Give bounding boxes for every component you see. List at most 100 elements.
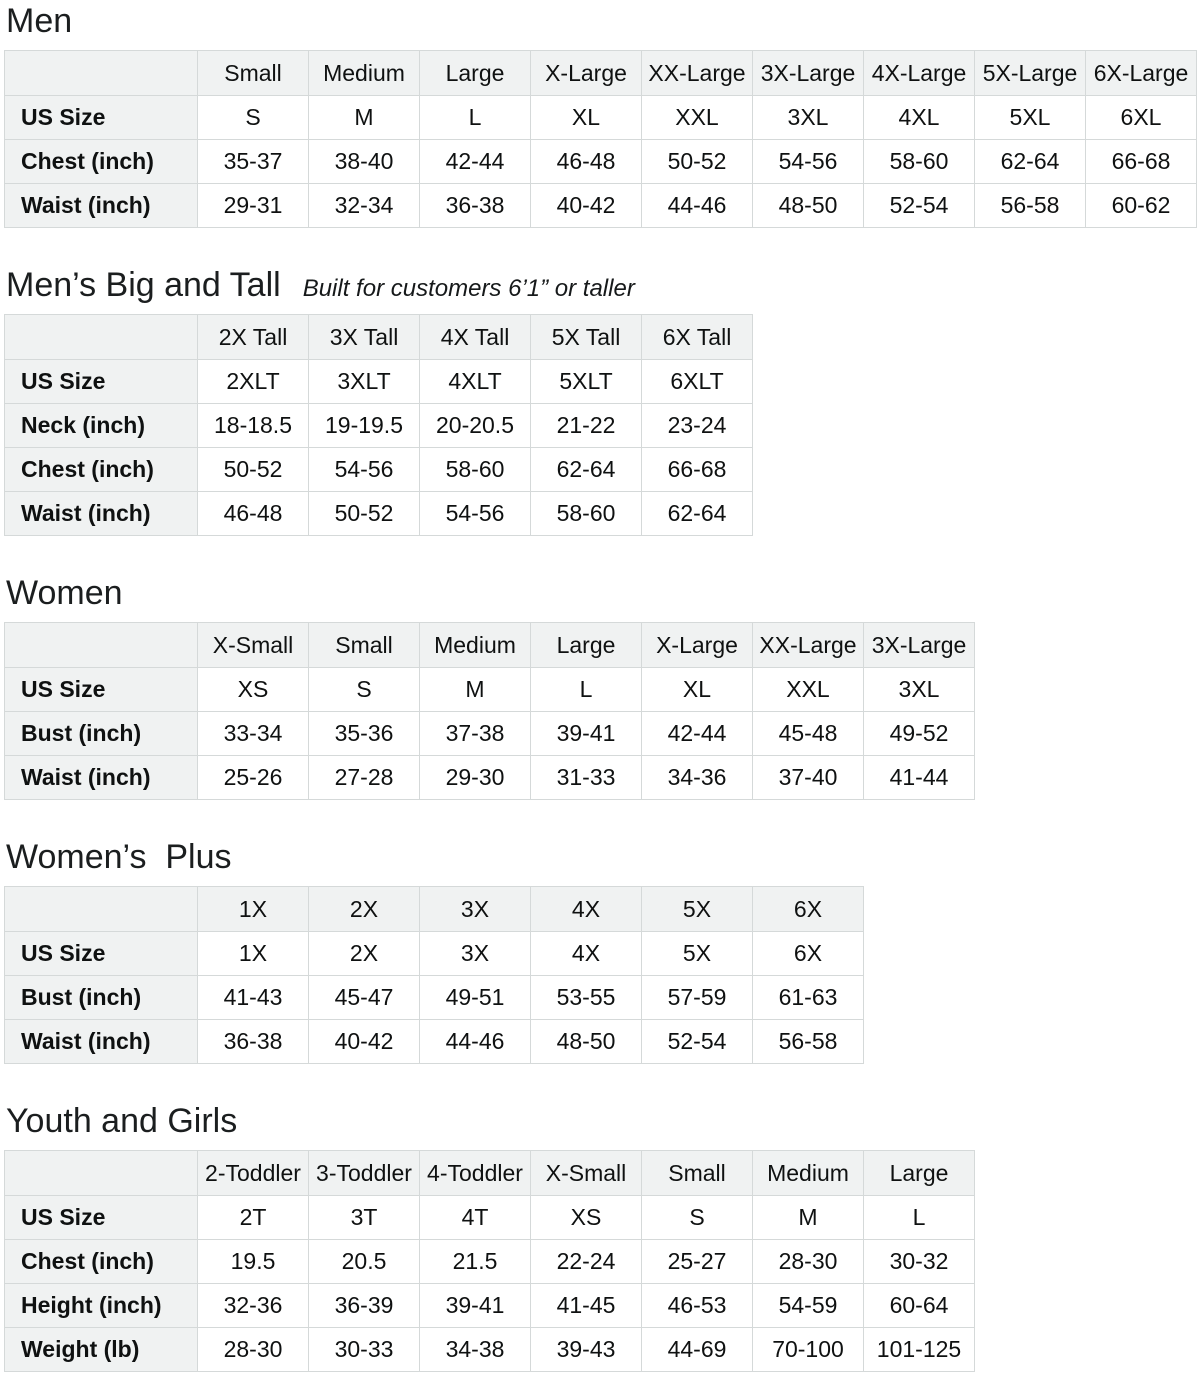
size-value: 44-46 — [419, 1019, 531, 1065]
size-value: 3T — [308, 1195, 420, 1241]
table-row: Waist (inch) 29-31 32-34 36-38 40-42 44-46 48-… — [4, 183, 1197, 229]
size-value: S — [308, 667, 420, 713]
size-value: M — [308, 95, 420, 141]
size-value: 44-69 — [641, 1327, 753, 1373]
size-value: 32-36 — [197, 1283, 309, 1329]
table-row: Height (inch) 32-36 36-39 39-41 41-45 46-53 54… — [4, 1283, 975, 1329]
size-value: 21-22 — [530, 403, 642, 449]
size-value: 36-38 — [419, 183, 531, 229]
table-row: Weight (lb) 28-30 30-33 34-38 39-43 44-69 70-1… — [4, 1327, 975, 1373]
size-value: XXL — [641, 95, 753, 141]
size-value: 48-50 — [530, 1019, 642, 1065]
column-header: Small — [308, 622, 420, 669]
size-value: 41-44 — [863, 755, 975, 801]
row-label: Chest (inch) — [4, 447, 198, 493]
size-value: 3XLT — [308, 359, 420, 405]
column-header: X-Small — [530, 1150, 642, 1197]
size-value: 5X — [641, 931, 753, 977]
size-value: 52-54 — [641, 1019, 753, 1065]
column-header: 3X-Large — [752, 50, 864, 97]
section-heading: Men — [6, 2, 1196, 41]
size-value: 37-40 — [752, 755, 864, 801]
size-value: 3XL — [863, 667, 975, 713]
size-value: 42-44 — [641, 711, 753, 757]
size-value: 20-20.5 — [419, 403, 531, 449]
column-header: 4X-Large — [863, 50, 975, 97]
size-value: 60-64 — [863, 1283, 975, 1329]
size-value: 1X — [197, 931, 309, 977]
size-value: 54-56 — [752, 139, 864, 185]
size-value: 2T — [197, 1195, 309, 1241]
column-header: Large — [530, 622, 642, 669]
size-section: Youth and Girls 2-Toddler 3-Toddler 4-Toddl… — [4, 1102, 1196, 1373]
column-header: X-Small — [197, 622, 309, 669]
table-corner-cell — [4, 50, 198, 97]
size-value: 62-64 — [530, 447, 642, 493]
size-value: 46-48 — [197, 491, 309, 537]
size-value: 2X — [308, 931, 420, 977]
size-value: XL — [641, 667, 753, 713]
column-header: 1X — [197, 886, 309, 933]
size-value: 29-31 — [197, 183, 309, 229]
table-header-row: 1X 2X 3X 4X 5X 6X — [4, 886, 864, 933]
table-corner-cell — [4, 886, 198, 933]
row-label: US Size — [4, 95, 198, 141]
size-value: 56-58 — [752, 1019, 864, 1065]
size-value: 50-52 — [197, 447, 309, 493]
size-value: XL — [530, 95, 642, 141]
row-label: Chest (inch) — [4, 1239, 198, 1285]
size-value: 45-47 — [308, 975, 420, 1021]
column-header: 3X-Large — [863, 622, 975, 669]
size-value: 62-64 — [641, 491, 753, 537]
table-header-row: X-Small Small Medium Large X-Large XX-Large 3X… — [4, 622, 975, 669]
size-value: 56-58 — [974, 183, 1086, 229]
size-value: 27-28 — [308, 755, 420, 801]
column-header: 5X Tall — [530, 314, 642, 361]
row-label: Waist (inch) — [4, 755, 198, 801]
row-label: Weight (lb) — [4, 1327, 198, 1373]
size-value: 42-44 — [419, 139, 531, 185]
table-row: US Size 2T 3T 4T XS S M L — [4, 1195, 975, 1241]
column-header: Medium — [752, 1150, 864, 1197]
size-value: 30-33 — [308, 1327, 420, 1373]
section-heading: Women’s Plus — [6, 838, 1196, 877]
size-value: S — [197, 95, 309, 141]
table-header-row: 2X Tall 3X Tall 4X Tall 5X Tall 6X Tall — [4, 314, 753, 361]
size-section: Men’s Big and Tall Built for customers 6’… — [4, 266, 1196, 537]
size-value: 34-38 — [419, 1327, 531, 1373]
table-corner-cell — [4, 622, 198, 669]
column-header: 3X — [419, 886, 531, 933]
size-value: 62-64 — [974, 139, 1086, 185]
table-row: Chest (inch) 19.5 20.5 21.5 22-24 25-27 28-30 3… — [4, 1239, 975, 1285]
size-value: 33-34 — [197, 711, 309, 757]
table-row: Waist (inch) 25-26 27-28 29-30 31-33 34-36 37-… — [4, 755, 975, 801]
size-value: 66-68 — [1085, 139, 1197, 185]
table-row: Waist (inch) 46-48 50-52 54-56 58-60 62-64 — [4, 491, 753, 537]
size-value: 40-42 — [308, 1019, 420, 1065]
row-label: US Size — [4, 1195, 198, 1241]
table-row: US Size S M L XL XXL 3XL 4XL 5XL 6XL — [4, 95, 1197, 141]
size-value: 3XL — [752, 95, 864, 141]
size-value: 54-56 — [308, 447, 420, 493]
column-header: 4X — [530, 886, 642, 933]
size-value: 4XLT — [419, 359, 531, 405]
size-value: 31-33 — [530, 755, 642, 801]
column-header: 2-Toddler — [197, 1150, 309, 1197]
column-header: 4X Tall — [419, 314, 531, 361]
size-value: 57-59 — [641, 975, 753, 1021]
column-header: Small — [641, 1150, 753, 1197]
table-row: Waist (inch) 36-38 40-42 44-46 48-50 52-54 56-… — [4, 1019, 864, 1065]
size-value: 60-62 — [1085, 183, 1197, 229]
size-value: M — [752, 1195, 864, 1241]
column-header: 2X — [308, 886, 420, 933]
section-subtitle: Built for customers 6’1” or taller — [302, 275, 635, 303]
size-value: 4X — [530, 931, 642, 977]
column-header: Large — [419, 50, 531, 97]
size-value: 44-46 — [641, 183, 753, 229]
size-value: 32-34 — [308, 183, 420, 229]
size-value: L — [530, 667, 642, 713]
size-chart-sections: Men Small Medium Large X-Large XX-Large 3X-Lar… — [4, 2, 1197, 1373]
row-label: US Size — [4, 359, 198, 405]
size-table: 2-Toddler 3-Toddler 4-Toddler X-Small Small M… — [4, 1150, 975, 1373]
table-row: US Size 2XLT 3XLT 4XLT 5XLT 6XLT — [4, 359, 753, 405]
